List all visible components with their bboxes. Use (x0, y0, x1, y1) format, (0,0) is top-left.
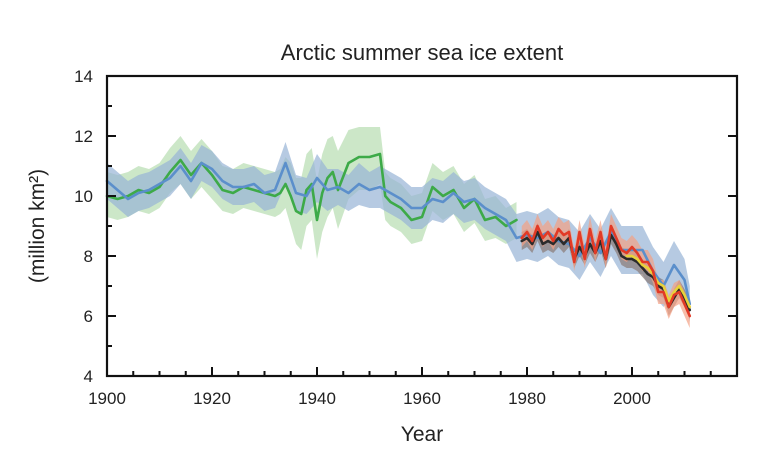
x-tick-label-1960: 1960 (403, 389, 441, 408)
x-tick-label-1920: 1920 (193, 389, 231, 408)
line-red-satellite (520, 224, 692, 318)
band-blue-reconstruction (107, 142, 690, 322)
y-tick-label-10: 10 (74, 187, 93, 206)
chart-title: Arctic summer sea ice extent (281, 40, 563, 65)
x-tick-label-1900: 1900 (88, 389, 126, 408)
axis-ticks (106, 75, 737, 377)
series-lines (105, 152, 692, 318)
y-tick-label-6: 6 (84, 307, 93, 326)
line-green-reconstruction (105, 152, 518, 228)
y-axis-label: (million km²) (26, 169, 49, 283)
axis-tick-labels: 1900 1920 1940 1960 1980 2000 4 6 8 10 12 14 (74, 67, 651, 408)
x-tick-label-2000: 2000 (613, 389, 651, 408)
y-tick-label-14: 14 (74, 67, 93, 86)
line-yellow-satellite (625, 254, 692, 309)
y-tick-label-4: 4 (84, 367, 93, 386)
x-axis-label: Year (401, 423, 443, 446)
y-tick-label-8: 8 (84, 247, 93, 266)
band-black-satellite (521, 223, 690, 319)
x-tick-label-1940: 1940 (298, 389, 336, 408)
uncertainty-bands (107, 127, 690, 328)
x-tick-label-1980: 1980 (508, 389, 546, 408)
y-tick-label-12: 12 (74, 127, 93, 146)
